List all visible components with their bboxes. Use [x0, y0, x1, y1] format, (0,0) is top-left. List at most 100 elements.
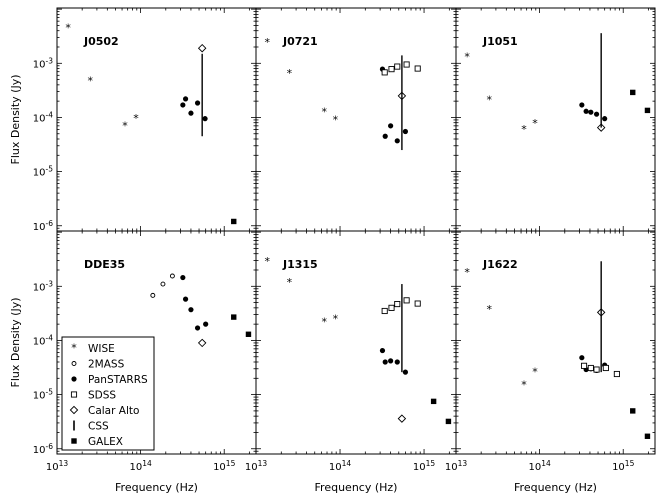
point-panstarrs-j0502	[180, 102, 186, 108]
point-galex-j1051	[630, 89, 636, 96]
panel-title: J1315	[282, 258, 318, 271]
y-tick-label: 10-4	[33, 333, 53, 347]
point-galex-dde35	[231, 314, 237, 320]
legend-entry-css: CSS	[73, 420, 109, 433]
point-wise-j0502: *	[133, 112, 139, 125]
legend-label: 2MASS	[88, 359, 125, 371]
point-panstarrs-dde35	[194, 325, 201, 331]
point-panstarrs-j1315	[402, 369, 409, 375]
legend-marker-wise: *	[71, 342, 77, 355]
point-2mass-dde35	[160, 281, 166, 287]
legend: * WISE 2MASS PanSTARRS SDSS Calar Alto CSS GALE…	[61, 336, 155, 451]
point-wise-j1315: *	[333, 312, 339, 325]
point-galex-dde35	[245, 331, 252, 337]
point-wise-j1315: *	[287, 276, 293, 289]
point-wise-j1315: *	[264, 255, 270, 268]
point-sdss-j1622	[587, 364, 594, 372]
point-sdss-j0721	[388, 66, 395, 73]
x-tick-label: 1015	[213, 459, 236, 473]
x-tick-label: 1013	[245, 459, 268, 473]
point-sdss-j1622	[613, 370, 620, 378]
x-tick-label: 1014	[329, 459, 352, 473]
y-tick-label: 10-4	[33, 110, 53, 124]
point-sdss-j0721	[394, 63, 401, 70]
legend-label: PanSTARRS	[88, 374, 148, 386]
point-sdss-j1315	[394, 301, 401, 308]
point-sdss-j0721	[414, 65, 421, 72]
point-panstarrs-j1315	[388, 358, 394, 364]
y-tick-label: 10-5	[33, 388, 53, 402]
x-axis-label: Frequency (Hz)	[315, 481, 398, 494]
point-panstarrs-j1051	[583, 108, 589, 114]
legend-label: WISE	[88, 343, 115, 355]
y-tick-label: 10-6	[33, 442, 53, 456]
panel-j0721: J0721 * * * *	[255, 7, 457, 232]
point-wise-j1051: *	[521, 123, 527, 136]
point-wise-j1315: *	[322, 315, 328, 328]
point-sdss-j0721	[403, 61, 410, 68]
point-calar-alto-j0502	[197, 43, 207, 53]
point-panstarrs-j0502	[202, 116, 208, 122]
point-panstarrs-j0502	[182, 96, 189, 102]
point-sdss-j0721	[381, 69, 388, 76]
legend-label: GALEX	[88, 436, 123, 448]
point-sdss-j1622	[593, 366, 600, 373]
x-tick-label: 1013	[445, 459, 468, 473]
point-wise-j1622: *	[487, 303, 493, 316]
legend-entry-galex: GALEX	[71, 436, 123, 448]
point-sdss-j1315	[388, 304, 395, 311]
panel-title: J1622	[482, 258, 518, 271]
point-panstarrs-j1051	[593, 111, 600, 117]
point-panstarrs-j1051	[588, 109, 594, 115]
point-calar-alto-dde35	[197, 338, 207, 348]
point-calar-alto-j1315	[397, 414, 407, 423]
x-tick-label: 1013	[46, 459, 69, 473]
y-tick-label: 10-3	[33, 279, 53, 293]
point-panstarrs-j0502	[188, 110, 194, 116]
y-tick-label: 10-5	[33, 165, 53, 179]
point-sdss-j1315	[381, 307, 388, 315]
point-galex-j0502	[231, 218, 237, 225]
panel-title: J0721	[282, 35, 318, 48]
point-wise-j1622: *	[521, 379, 527, 392]
point-panstarrs-j1315	[382, 359, 388, 365]
legend-label: Calar Alto	[88, 405, 139, 417]
point-wise-j0502: *	[122, 119, 128, 132]
legend-marker-panstarrs	[71, 376, 77, 382]
panel-j1622: J1622 * * * *	[455, 230, 656, 455]
point-wise-j1051: *	[487, 94, 493, 107]
x-axis-label: Frequency (Hz)	[514, 481, 597, 494]
legend-box	[61, 336, 155, 451]
x-tick-label: 1014	[129, 459, 152, 473]
y-axis-label: Flux Density (Jy)	[9, 297, 22, 387]
point-panstarrs-dde35	[188, 307, 194, 313]
point-panstarrs-j1315	[394, 359, 400, 365]
legend-entry-sdss: SDSS	[70, 390, 116, 402]
point-panstarrs-dde35	[203, 321, 209, 327]
legend-entry-wise: * WISE	[71, 342, 115, 356]
point-wise-j0721: *	[287, 67, 293, 80]
point-panstarrs-j0502	[194, 100, 201, 106]
point-wise-j0502: *	[65, 21, 71, 34]
point-2mass-dde35	[150, 292, 156, 298]
panel-j1315: J1315 * * * *	[255, 230, 457, 455]
legend-marker-galex	[71, 438, 77, 444]
point-galex-j1622	[630, 408, 636, 414]
point-galex-j1051	[644, 107, 651, 114]
point-wise-j1622: *	[532, 366, 538, 379]
point-sdss-j1622	[580, 362, 588, 369]
point-wise-j0721: *	[322, 106, 328, 119]
legend-marker-calar-alto	[69, 405, 79, 415]
y-tick-label: 10-6	[33, 219, 53, 233]
legend-marker-sdss	[70, 391, 78, 398]
point-wise-j0502: *	[88, 75, 94, 88]
x-tick-label: 1015	[413, 459, 436, 473]
point-panstarrs-dde35	[182, 296, 189, 302]
point-sdss-j1622	[602, 364, 609, 372]
legend-entry-calar-alto: Calar Alto	[69, 405, 139, 417]
x-tick-label: 1014	[528, 459, 551, 473]
point-panstarrs-dde35	[180, 274, 186, 281]
point-galex-j1315	[430, 398, 437, 405]
panel-j0502: J0502 * * * *	[56, 7, 257, 232]
